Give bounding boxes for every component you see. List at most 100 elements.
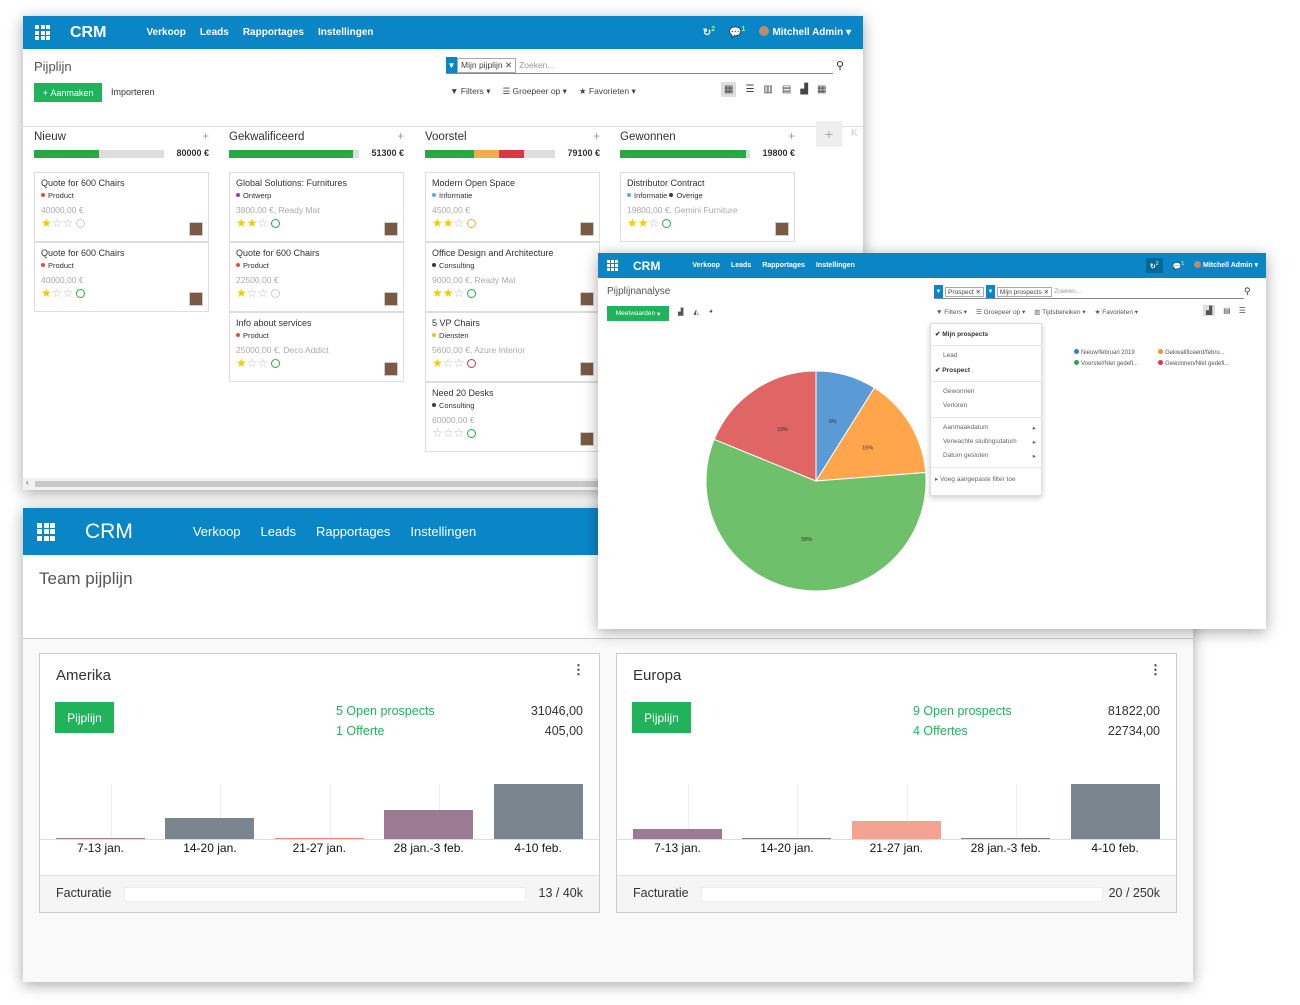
apps-menu-icon[interactable]	[37, 522, 55, 541]
pivot-view-icon[interactable]: ▤	[781, 84, 792, 95]
priority-star-icon[interactable]: ★	[236, 356, 247, 370]
activity-clock-icon[interactable]	[467, 359, 477, 368]
kanban-view-icon[interactable]: ▦	[721, 82, 737, 97]
apps-menu-icon[interactable]	[35, 25, 50, 40]
activity-clock-icon[interactable]	[76, 289, 86, 298]
stat-link[interactable]: 1 Offerte	[336, 724, 385, 738]
legend-item[interactable]: Gekwalificeerd/febru...	[1158, 349, 1242, 356]
chart-bar[interactable]	[493, 784, 583, 839]
filters-dropdown[interactable]: ▼ Filters ▾	[450, 86, 491, 96]
priority-star-icon[interactable]: ☆	[648, 216, 660, 230]
kanban-card[interactable]: Office Design and Architecture Consultin…	[425, 242, 600, 312]
kanban-card[interactable]: Distributor Contract Informatie Overige …	[620, 172, 795, 242]
search-bar[interactable]: ▼ Mijn pijplijn ✕ Zoeken...	[446, 57, 833, 74]
search-icon[interactable]: ⚲	[1244, 286, 1251, 296]
kanban-card[interactable]: 5 VP Chairs Diensten 5600,00 €, Azure In…	[425, 312, 600, 382]
kanban-card[interactable]: Quote for 600 Chairs Product 40000,00 € …	[34, 172, 209, 242]
priority-star-icon[interactable]: ★	[627, 216, 638, 230]
add-column-button[interactable]: +	[816, 121, 842, 147]
create-button[interactable]: + Aanmaken	[34, 83, 102, 102]
menu-instellingen[interactable]: Instellingen	[410, 524, 477, 539]
chart-bar[interactable]	[56, 837, 145, 839]
menu-verkoop[interactable]: Verkoop	[692, 262, 720, 269]
stat-link[interactable]: 9 Open prospects	[913, 704, 1012, 718]
list-view-icon[interactable]: ☰	[745, 84, 755, 95]
messages-icon[interactable]: 💬1	[1172, 260, 1185, 271]
menu-instellingen[interactable]: Instellingen	[815, 262, 855, 269]
activity-clock-icon[interactable]	[271, 359, 281, 368]
filter-option-creation-date[interactable]: Aanmaakdatum ▸	[943, 424, 1036, 432]
menu-leads[interactable]: Leads	[260, 524, 296, 539]
menu-rapportages[interactable]: Rapportages	[242, 27, 304, 38]
legend-item[interactable]: Gewonnen/Niet gedefi...	[1158, 360, 1242, 367]
quick-create-icon[interactable]: +	[593, 131, 600, 143]
filter-option-expected-closing[interactable]: Verwachte sluitingsdatum ▸	[943, 438, 1036, 446]
kanban-card[interactable]: Quote for 600 Chairs Product 40000,00 € …	[34, 242, 209, 312]
stat-link[interactable]: 4 Offertes	[913, 724, 968, 738]
calendar-view-icon[interactable]: ▥	[763, 84, 773, 95]
search-input[interactable]: Zoeken...	[1054, 288, 1082, 295]
filter-option-date-closed[interactable]: Datum gesloten ▸	[943, 452, 1036, 460]
scroll-thumb[interactable]	[35, 481, 863, 487]
timeranges-dropdown[interactable]: ▥ Tijdsbereiken ▾	[1034, 309, 1086, 316]
kanban-card[interactable]: Global Solutions: Furnitures Ontwerp 380…	[229, 172, 404, 242]
menu-verkoop[interactable]: Verkoop	[146, 27, 186, 38]
priority-star-icon[interactable]: ★	[236, 216, 247, 230]
activity-clock-icon[interactable]	[271, 289, 281, 298]
priority-star-icon[interactable]: ★	[41, 216, 52, 230]
kanban-card[interactable]: Info about services Product 25000,00 €, …	[229, 312, 404, 382]
progress-segment[interactable]	[229, 150, 353, 158]
priority-star-icon[interactable]: ★	[41, 286, 52, 300]
menu-verkoop[interactable]: Verkoop	[192, 524, 241, 539]
graph-view-icon[interactable]: ▟	[800, 84, 809, 95]
chart-bar[interactable]	[165, 818, 255, 839]
search-icon[interactable]: ⚲	[836, 60, 845, 72]
menu-instellingen[interactable]: Instellingen	[317, 27, 374, 38]
priority-star-icon[interactable]: ★	[432, 286, 443, 300]
activity-icon[interactable]: ↻2	[702, 26, 716, 39]
priority-star-icon[interactable]: ☆	[442, 356, 454, 370]
priority-star-icon[interactable]: ☆	[442, 426, 454, 440]
import-button[interactable]: Importeren	[111, 87, 155, 97]
priority-star-icon[interactable]: ☆	[62, 286, 74, 300]
priority-star-icon[interactable]: ☆	[453, 286, 465, 300]
priority-star-icon[interactable]: ☆	[62, 216, 74, 230]
priority-star-icon[interactable]: ☆	[51, 286, 63, 300]
activity-clock-icon[interactable]	[271, 219, 281, 228]
priority-star-icon[interactable]: ★	[637, 216, 649, 230]
filter-option-won[interactable]: Gewonnen	[943, 388, 975, 395]
chart-bar[interactable]	[384, 810, 474, 839]
priority-star-icon[interactable]: ★	[442, 286, 454, 300]
scroll-left-icon[interactable]: ‹	[26, 478, 29, 487]
favorites-dropdown[interactable]: ★ Favorieten ▾	[578, 86, 636, 96]
add-custom-filter[interactable]: ▸ Voeg aangepaste filter toe	[935, 476, 1016, 483]
priority-star-icon[interactable]: ☆	[453, 356, 465, 370]
search-facet-my-prospects[interactable]: Mijn prospects ✕	[996, 286, 1053, 297]
priority-star-icon[interactable]: ☆	[453, 216, 465, 230]
filter-option-lead[interactable]: Lead	[943, 352, 958, 359]
chart-bar[interactable]	[633, 828, 722, 839]
progress-segment[interactable]	[34, 150, 99, 158]
priority-star-icon[interactable]: ☆	[432, 426, 443, 440]
activity-icon[interactable]: ↻2	[1145, 257, 1163, 274]
kanban-card[interactable]: Modern Open Space Informatie 4500,00 € ★…	[425, 172, 600, 242]
legend-item[interactable]: Voorstel/Niet gedefi...	[1074, 360, 1158, 367]
priority-star-icon[interactable]: ☆	[246, 356, 258, 370]
pie-slice[interactable]	[815, 387, 927, 482]
chart-bar[interactable]	[961, 837, 1051, 839]
activity-clock-icon[interactable]	[662, 219, 672, 228]
filter-option-lost[interactable]: Verloren	[943, 402, 968, 409]
menu-rapportages[interactable]: Rapportages	[762, 262, 805, 269]
favorites-dropdown[interactable]: ★ Favorieten ▾	[1094, 309, 1139, 316]
activity-clock-icon[interactable]	[467, 429, 477, 438]
messages-icon[interactable]: 💬1	[729, 26, 746, 39]
kanban-card[interactable]: Quote for 600 Chairs Product 22500,00 € …	[229, 242, 404, 312]
pie-slice[interactable]	[713, 370, 817, 482]
more-options-icon[interactable]: ⋮	[1149, 662, 1162, 677]
priority-star-icon[interactable]: ☆	[257, 286, 269, 300]
pie-chart-icon[interactable]: ◕	[708, 308, 714, 315]
priority-star-icon[interactable]: ☆	[453, 426, 465, 440]
progress-segment[interactable]	[499, 150, 524, 158]
priority-star-icon[interactable]: ★	[236, 286, 247, 300]
priority-star-icon[interactable]: ★	[432, 216, 443, 230]
